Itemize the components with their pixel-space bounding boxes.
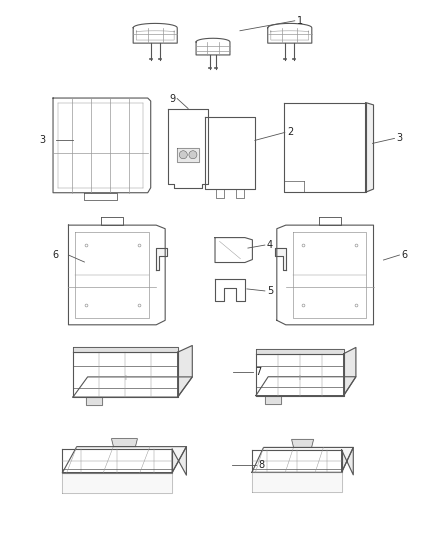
Polygon shape bbox=[366, 102, 374, 192]
Polygon shape bbox=[342, 447, 353, 475]
Polygon shape bbox=[63, 447, 187, 473]
Polygon shape bbox=[236, 189, 244, 198]
Polygon shape bbox=[177, 148, 199, 162]
Text: I: I bbox=[299, 375, 301, 381]
Text: 4: 4 bbox=[267, 240, 273, 250]
Text: I: I bbox=[124, 375, 126, 381]
Polygon shape bbox=[343, 348, 356, 395]
Polygon shape bbox=[53, 98, 151, 193]
Text: 3: 3 bbox=[396, 133, 403, 143]
Polygon shape bbox=[205, 117, 255, 189]
Polygon shape bbox=[86, 397, 102, 405]
Polygon shape bbox=[101, 217, 124, 225]
Text: 6: 6 bbox=[401, 250, 407, 260]
Polygon shape bbox=[265, 395, 281, 403]
Polygon shape bbox=[268, 23, 312, 43]
Polygon shape bbox=[252, 472, 342, 492]
Polygon shape bbox=[168, 109, 208, 188]
Polygon shape bbox=[112, 439, 138, 447]
Polygon shape bbox=[256, 354, 343, 395]
Polygon shape bbox=[156, 248, 167, 270]
Text: 5: 5 bbox=[267, 286, 273, 296]
Polygon shape bbox=[256, 349, 343, 354]
Polygon shape bbox=[252, 447, 353, 472]
Polygon shape bbox=[178, 345, 192, 397]
Text: 9: 9 bbox=[169, 93, 175, 103]
Polygon shape bbox=[277, 225, 374, 325]
Polygon shape bbox=[73, 352, 178, 397]
Polygon shape bbox=[84, 193, 117, 200]
Polygon shape bbox=[292, 439, 314, 447]
Polygon shape bbox=[68, 225, 165, 325]
Text: 3: 3 bbox=[39, 135, 46, 146]
Polygon shape bbox=[196, 38, 230, 55]
Polygon shape bbox=[133, 23, 177, 43]
Text: 1: 1 bbox=[297, 16, 303, 26]
Polygon shape bbox=[275, 248, 286, 270]
Polygon shape bbox=[216, 189, 224, 198]
Polygon shape bbox=[284, 102, 366, 192]
Circle shape bbox=[189, 151, 197, 159]
Polygon shape bbox=[63, 449, 172, 473]
Polygon shape bbox=[73, 377, 192, 397]
Polygon shape bbox=[215, 238, 252, 263]
Polygon shape bbox=[73, 347, 178, 352]
Text: 6: 6 bbox=[53, 250, 59, 260]
Text: 2: 2 bbox=[287, 127, 293, 138]
Polygon shape bbox=[63, 473, 172, 493]
Polygon shape bbox=[256, 377, 356, 395]
Polygon shape bbox=[252, 450, 342, 472]
Text: 7: 7 bbox=[255, 367, 261, 377]
Polygon shape bbox=[172, 447, 187, 475]
Text: 8: 8 bbox=[258, 461, 264, 470]
Circle shape bbox=[179, 151, 187, 159]
Polygon shape bbox=[319, 217, 341, 225]
Polygon shape bbox=[215, 279, 245, 301]
